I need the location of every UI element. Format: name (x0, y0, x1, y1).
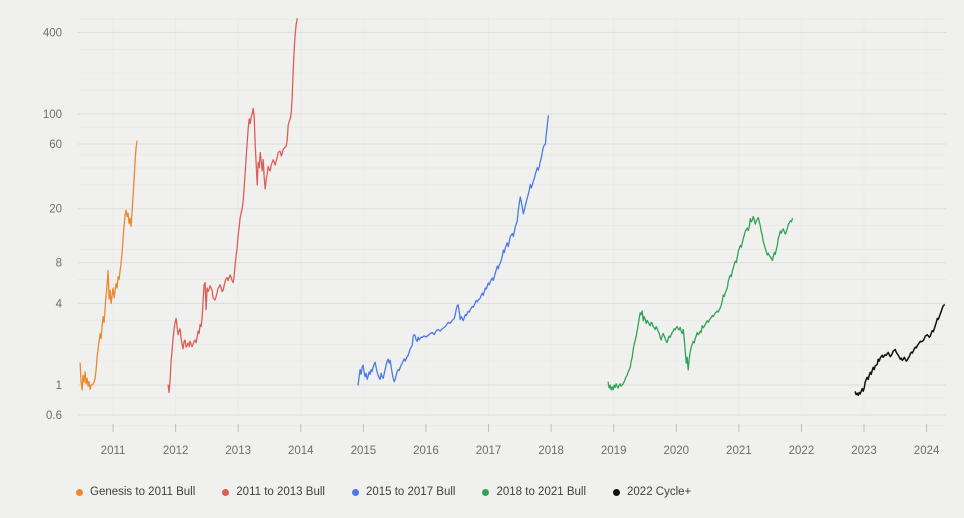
x-tick-label: 2012 (163, 445, 189, 457)
legend-label: 2011 to 2013 Bull (236, 486, 325, 498)
series-lines (79, 18, 946, 397)
x-tick-label: 2014 (288, 445, 314, 457)
y-tick-label: 400 (43, 27, 62, 39)
y-tick-label: 1 (56, 380, 62, 392)
series-line-2 (357, 115, 550, 386)
legend-item-3[interactable]: 2018 to 2021 Bull (482, 486, 586, 498)
x-tick-label: 2019 (601, 445, 627, 457)
legend-label: 2022 Cycle+ (627, 486, 692, 498)
legend-item-0[interactable]: Genesis to 2011 Bull (76, 486, 195, 498)
y-gridlines-minor (78, 18, 946, 427)
x-gridlines (112, 14, 928, 416)
x-axis-labels: 2011 2012 2013 2014 2015 2016 2017 2018 2019 2020… (101, 445, 940, 457)
legend-item-2[interactable]: 2015 to 2017 Bull (351, 486, 456, 498)
x-axis-ticks (112, 424, 928, 432)
legend-item-4[interactable]: 2022 Cycle+ (613, 486, 691, 498)
legend-label: 2018 to 2021 Bull (496, 486, 587, 498)
legend-dot-icon (613, 488, 621, 496)
y-tick-label: 20 (49, 204, 62, 216)
series-line-3 (607, 215, 794, 391)
cycles-line-chart[interactable]: 400 100 60 20 8 4 1 0.6 2011 2012 2013 2014 2015 2016… (0, 0, 964, 470)
x-tick-label: 2022 (789, 445, 815, 457)
x-tick-label: 2018 (538, 445, 564, 457)
y-tick-label: 0.6 (46, 410, 62, 422)
legend-label: 2015 to 2017 Bull (365, 486, 456, 498)
x-tick-label: 2016 (413, 445, 439, 457)
x-tick-label: 2024 (914, 445, 940, 457)
legend-dot-icon (222, 488, 230, 496)
x-tick-label: 2023 (851, 445, 877, 457)
y-tick-label: 60 (49, 139, 62, 151)
y-tick-label: 100 (43, 109, 62, 121)
chart-legend: Genesis to 2011 Bull 2011 to 2013 Bull 201… (76, 486, 691, 498)
series-line-0 (79, 140, 138, 391)
x-tick-label: 2021 (726, 445, 752, 457)
y-gridlines-major (78, 31, 946, 416)
y-axis-labels: 400 100 60 20 8 4 1 0.6 (43, 27, 63, 422)
legend-item-1[interactable]: 2011 to 2013 Bull (222, 486, 325, 498)
series-line-4 (854, 304, 946, 397)
series-line-1 (167, 18, 298, 394)
x-tick-label: 2015 (351, 445, 377, 457)
x-tick-label: 2013 (225, 445, 251, 457)
legend-label: Genesis to 2011 Bull (90, 486, 196, 498)
legend-dot-icon (76, 488, 83, 496)
y-tick-label: 4 (56, 298, 63, 310)
legend-dot-icon (351, 488, 359, 496)
x-tick-label: 2011 (101, 445, 126, 457)
y-tick-label: 8 (56, 258, 62, 270)
x-tick-label: 2020 (663, 445, 689, 457)
legend-dot-icon (482, 488, 490, 496)
x-tick-label: 2017 (476, 445, 502, 457)
